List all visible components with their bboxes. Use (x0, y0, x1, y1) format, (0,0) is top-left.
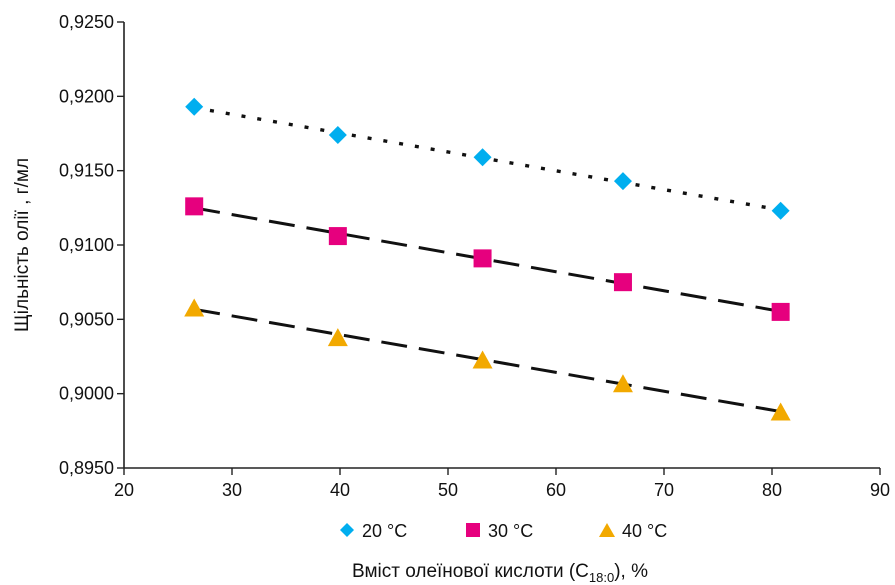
y-tick-label: 0,9150 (59, 161, 114, 181)
y-tick-label: 0,9000 (59, 384, 114, 404)
data-point-triangle (184, 298, 205, 317)
trendline (193, 206, 781, 313)
x-axis-title: Вміст олеїнової кислоти (C18:0), % (352, 561, 648, 585)
legend-item: 40 °C (599, 521, 667, 541)
y-tick-label: 0,9100 (59, 235, 114, 255)
legend-diamond-icon (340, 523, 354, 537)
data-point-triangle (770, 402, 791, 421)
axes-layer: 20 30 40 50 60 70 80 90 0,8950 0,9000 0,9050 0,9100… (59, 12, 890, 500)
legend: 20 °C 30 °C 40 °C (340, 521, 667, 541)
data-point-diamond (328, 125, 347, 144)
x-tick-label: 20 (114, 480, 134, 500)
legend-item: 30 °C (466, 521, 533, 541)
data-point-triangle (612, 374, 633, 393)
data-point-square (328, 227, 347, 246)
x-tick-label: 60 (546, 480, 566, 500)
x-tick-label: 70 (654, 480, 674, 500)
x-tick-label: 50 (438, 480, 458, 500)
data-point-diamond (771, 201, 790, 220)
data-point-diamond (473, 148, 492, 167)
y-tick-label: 0,9200 (59, 86, 114, 106)
data-point-square (185, 197, 204, 216)
legend-label: 20 °C (362, 521, 407, 541)
x-tick-label: 80 (762, 480, 782, 500)
data-points-layer (184, 97, 791, 421)
data-point-square (613, 273, 632, 292)
trendline-layer (193, 106, 781, 414)
legend-label: 30 °C (488, 521, 533, 541)
x-axis-title-suffix: ), % (614, 561, 648, 582)
data-point-square (473, 249, 492, 268)
y-tick-label: 0,9050 (59, 309, 114, 329)
legend-triangle-icon (599, 523, 615, 537)
axis-titles: Вміст олеїнової кислоти (C18:0), % Щільні… (12, 158, 648, 585)
x-tick-label: 30 (222, 480, 242, 500)
data-point-triangle (472, 350, 493, 369)
legend-item: 20 °C (340, 521, 407, 541)
data-point-diamond (613, 172, 632, 191)
x-tick-label: 40 (330, 480, 350, 500)
data-point-square (771, 302, 790, 321)
y-tick-label: 0,8950 (59, 458, 114, 478)
y-axis-title: Щільність олії , г/мл (12, 158, 33, 332)
trendline (193, 106, 781, 212)
x-tick-label: 90 (870, 480, 890, 500)
legend-square-icon (466, 523, 480, 537)
data-point-diamond (185, 97, 204, 116)
data-point-triangle (327, 328, 348, 347)
legend-label: 40 °C (622, 521, 667, 541)
x-axis-title-main: Вміст олеїнової кислоти (C (352, 561, 589, 582)
x-axis-title-subscript: 18:0 (589, 570, 614, 585)
trendline (193, 307, 781, 414)
y-tick-label: 0,9250 (59, 12, 114, 32)
